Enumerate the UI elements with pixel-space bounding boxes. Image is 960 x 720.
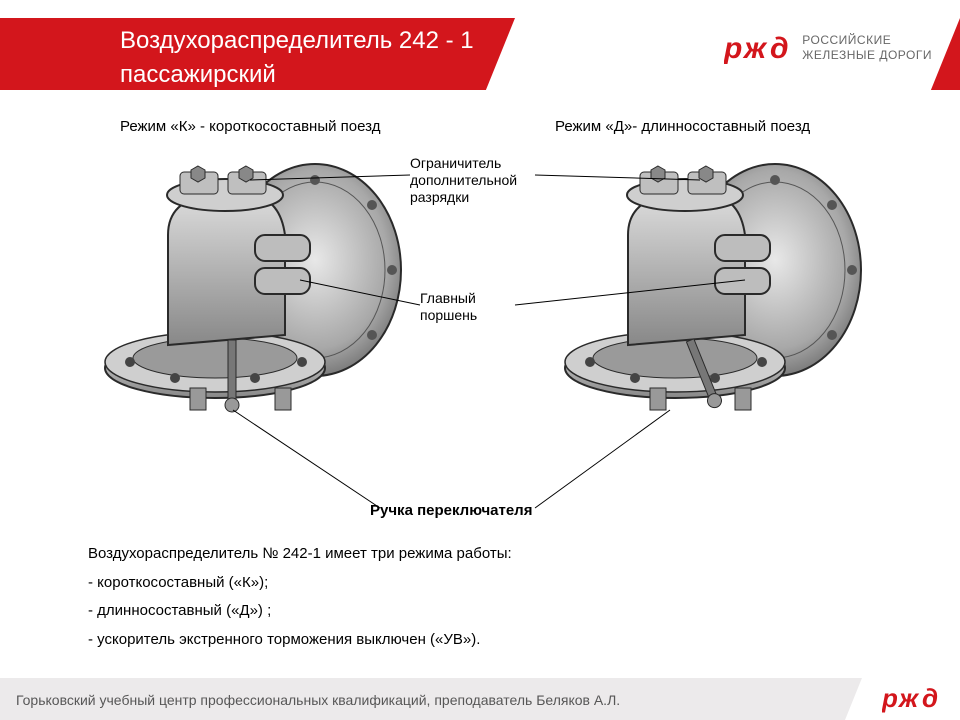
body-item2: - длинносоставный («Д») ; (88, 597, 848, 626)
device-diagram-k (80, 140, 410, 430)
rzd-logo-icon: р ж д (724, 30, 788, 66)
svg-text:д: д (922, 683, 938, 713)
svg-text:д: д (770, 32, 788, 65)
body-text: Воздухораспределитель № 242-1 имеет три … (88, 540, 848, 654)
mode-k-label: Режим «К» - короткосоставный поезд (120, 118, 380, 135)
device-diagram-d (540, 140, 870, 430)
callout-piston: Главный поршень (420, 290, 520, 324)
logo-line2: ЖЕЛЕЗНЫЕ ДОРОГИ (802, 48, 932, 63)
svg-text:р: р (724, 32, 742, 65)
callout-limiter: Ограничитель дополнительной разрядки (410, 155, 540, 205)
logo-line1: РОССИЙСКИЕ (802, 33, 932, 48)
footer-rzd-logo-icon: р ж д (882, 682, 940, 714)
rzd-logo-block: р ж д РОССИЙСКИЕ ЖЕЛЕЗНЫЕ ДОРОГИ (724, 30, 932, 66)
footer-text: Горьковский учебный центр профессиональн… (16, 692, 620, 708)
mode-d-label: Режим «Д»- длинносоставный поезд (555, 118, 810, 135)
logo-text: РОССИЙСКИЕ ЖЕЛЕЗНЫЕ ДОРОГИ (802, 33, 932, 63)
body-intro: Воздухораспределитель № 242-1 имеет три … (88, 540, 848, 569)
svg-text:ж: ж (897, 683, 920, 713)
svg-text:р: р (882, 683, 898, 713)
svg-text:ж: ж (742, 32, 768, 65)
page-title: Воздухораспределитель 242 - 1 пассажирск… (120, 24, 550, 91)
body-item3: - ускоритель экстренного торможения выкл… (88, 626, 848, 655)
body-item1: - короткосоставный («К»); (88, 569, 848, 598)
callout-switch: Ручка переключателя (370, 502, 532, 519)
content-area: Режим «К» - короткосоставный поезд Режим… (0, 100, 960, 640)
